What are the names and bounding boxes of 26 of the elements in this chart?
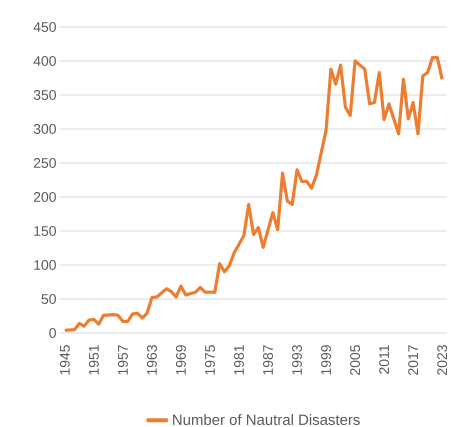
x-tick-label: 1999 [321, 345, 331, 374]
x-tick-label: 1993 [292, 345, 302, 374]
y-tick-label: 350 [34, 90, 56, 100]
x-tick-label: 1951 [88, 345, 99, 374]
line-series [63, 56, 444, 332]
y-tick-label: 450 [34, 22, 56, 32]
x-tick-label: 1975 [205, 345, 215, 374]
x-tick-label: 1963 [146, 345, 157, 374]
y-tick-label: 200 [34, 192, 56, 202]
y-tick-label: 150 [34, 226, 56, 236]
x-tick-label: 1987 [263, 345, 273, 374]
x-tick-label: 1981 [234, 345, 244, 374]
x-tick-label: 2005 [350, 345, 360, 375]
x-tick-label: 1969 [176, 345, 186, 374]
y-tick-label: 300 [34, 124, 56, 134]
x-tick-label: 2023 [437, 345, 448, 375]
x-tick-label: 1945 [60, 345, 70, 374]
y-tick-label: 0 [49, 328, 56, 338]
x-tick-label: 1957 [118, 345, 128, 374]
y-tick-label: 50 [42, 294, 56, 304]
y-tick-label: 100 [34, 260, 56, 270]
y-tick-label: 250 [34, 158, 56, 168]
legend-label: Number of Nautral Disasters [173, 414, 360, 426]
y-tick-label: 400 [34, 56, 56, 66]
x-tick-label: 2011 [379, 345, 390, 374]
x-tick-label: 2017 [408, 345, 418, 375]
